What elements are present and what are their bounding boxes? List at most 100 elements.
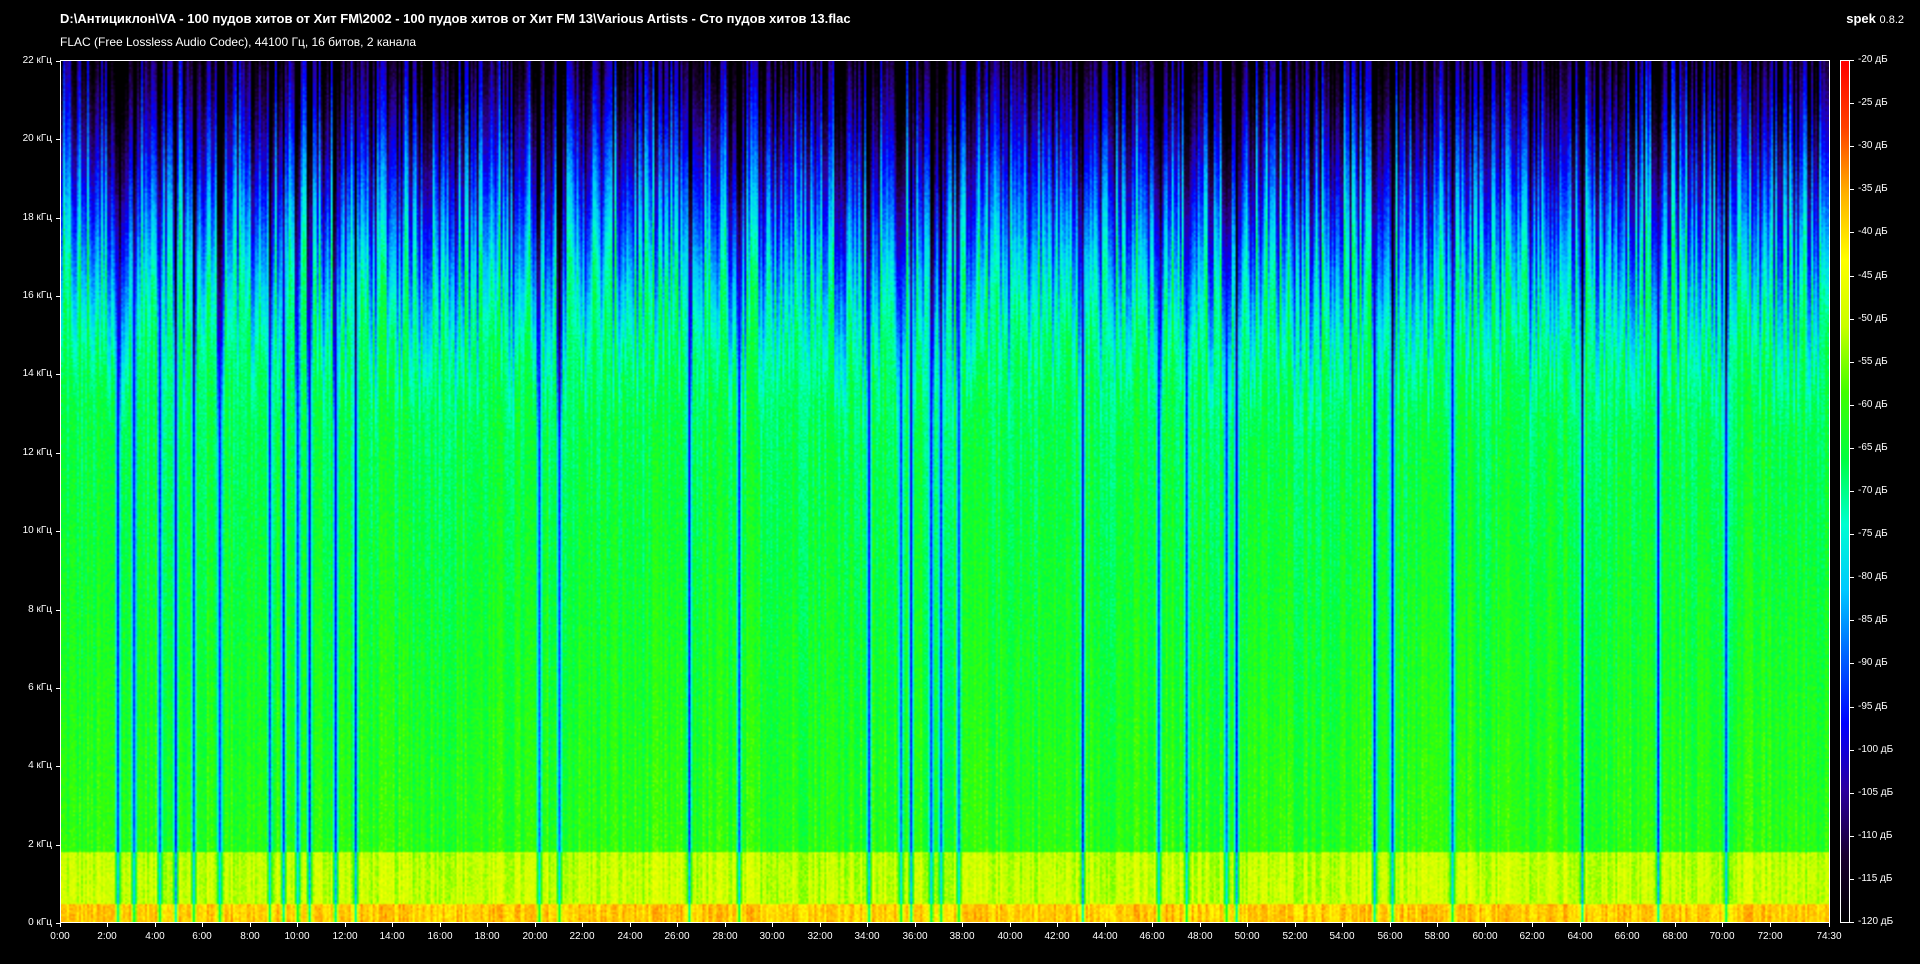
frequency-tick-mark [56,766,60,767]
frequency-tick-mark [56,531,60,532]
db-tick-label: -55 дБ [1858,356,1888,367]
app-brand: spek 0.8.2 [1846,11,1904,26]
db-tick-label: -25 дБ [1858,97,1888,108]
db-tick-mark [1850,750,1854,751]
db-tick-mark [1850,103,1854,104]
time-tick-mark [1200,923,1201,927]
db-tick-mark [1850,577,1854,578]
db-tick-label: -45 дБ [1858,270,1888,281]
db-tick-label: -105 дБ [1858,787,1894,798]
time-tick-mark [582,923,583,927]
db-colorbar [1840,60,1850,923]
db-tick-label: -65 дБ [1858,442,1888,453]
time-tick-mark [1057,923,1058,927]
db-tick-mark [1850,663,1854,664]
frequency-tick-label: 20 кГц [22,133,52,144]
time-tick-mark [487,923,488,927]
spectrogram-canvas [61,61,1829,922]
frequency-tick-mark [56,688,60,689]
time-tick-mark [440,923,441,927]
spectrogram-plot[interactable] [60,60,1830,923]
time-tick-mark [1580,923,1581,927]
time-tick-label: 12:00 [332,931,358,942]
db-tick-mark [1850,448,1854,449]
time-tick-label: 10:00 [284,931,310,942]
time-tick-mark [297,923,298,927]
time-tick-label: 74:30 [1816,931,1842,942]
time-tick-mark [1152,923,1153,927]
time-tick-mark [155,923,156,927]
time-tick-mark [535,923,536,927]
time-tick-label: 56:00 [1377,931,1403,942]
db-tick-mark [1850,879,1854,880]
db-tick-label: -70 дБ [1858,485,1888,496]
time-tick-label: 46:00 [1139,931,1165,942]
frequency-tick-mark [56,845,60,846]
db-tick-label: -50 дБ [1858,313,1888,324]
time-tick-label: 72:00 [1757,931,1783,942]
db-tick-mark [1850,707,1854,708]
time-tick-mark [1532,923,1533,927]
app-version: 0.8.2 [1879,14,1904,26]
time-tick-label: 18:00 [474,931,500,942]
db-colorbar-gradient [1841,61,1849,922]
time-tick-label: 38:00 [949,931,975,942]
time-tick-mark [1342,923,1343,927]
time-tick-label: 52:00 [1282,931,1308,942]
frequency-tick-label: 16 кГц [22,290,52,301]
time-tick-label: 0:00 [50,931,70,942]
time-tick-label: 8:00 [240,931,260,942]
frequency-tick-mark [56,139,60,140]
db-tick-label: -115 дБ [1858,873,1893,884]
time-tick-label: 44:00 [1092,931,1118,942]
frequency-tick-label: 10 кГц [22,525,52,536]
db-tick-label: -110 дБ [1858,830,1893,841]
time-tick-label: 58:00 [1424,931,1450,942]
time-tick-mark [1627,923,1628,927]
time-tick-label: 42:00 [1044,931,1070,942]
db-tick-label: -35 дБ [1858,183,1888,194]
time-tick-mark [345,923,346,927]
time-tick-mark [630,923,631,927]
time-tick-label: 16:00 [427,931,453,942]
time-tick-mark [725,923,726,927]
db-tick-mark [1850,189,1854,190]
time-tick-label: 50:00 [1234,931,1260,942]
time-tick-label: 4:00 [145,931,165,942]
frequency-tick-label: 4 кГц [28,760,52,771]
time-tick-mark [1247,923,1248,927]
time-tick-mark [677,923,678,927]
frequency-tick-mark [56,296,60,297]
db-tick-mark [1850,276,1854,277]
time-tick-label: 20:00 [522,931,548,942]
time-tick-label: 2:00 [97,931,117,942]
frequency-tick-mark [56,61,60,62]
time-tick-label: 34:00 [854,931,880,942]
time-tick-label: 60:00 [1472,931,1498,942]
frequency-tick-mark [56,610,60,611]
time-tick-mark [1722,923,1723,927]
db-tick-mark [1850,146,1854,147]
time-tick-label: 6:00 [192,931,212,942]
time-tick-mark [915,923,916,927]
time-tick-label: 32:00 [807,931,833,942]
time-tick-label: 14:00 [379,931,405,942]
time-tick-mark [1295,923,1296,927]
time-tick-mark [772,923,773,927]
db-tick-label: -90 дБ [1858,657,1888,668]
db-tick-mark [1850,60,1854,61]
frequency-tick-mark [56,453,60,454]
db-tick-mark [1850,922,1854,923]
time-tick-mark [1105,923,1106,927]
frequency-tick-label: 6 кГц [28,682,52,693]
frequency-tick-mark [56,218,60,219]
frequency-tick-mark [56,923,60,924]
time-tick-mark [392,923,393,927]
time-tick-label: 68:00 [1662,931,1688,942]
time-tick-mark [1010,923,1011,927]
time-tick-mark [250,923,251,927]
time-tick-label: 64:00 [1567,931,1593,942]
db-tick-label: -75 дБ [1858,528,1888,539]
frequency-tick-label: 0 кГц [28,917,52,928]
